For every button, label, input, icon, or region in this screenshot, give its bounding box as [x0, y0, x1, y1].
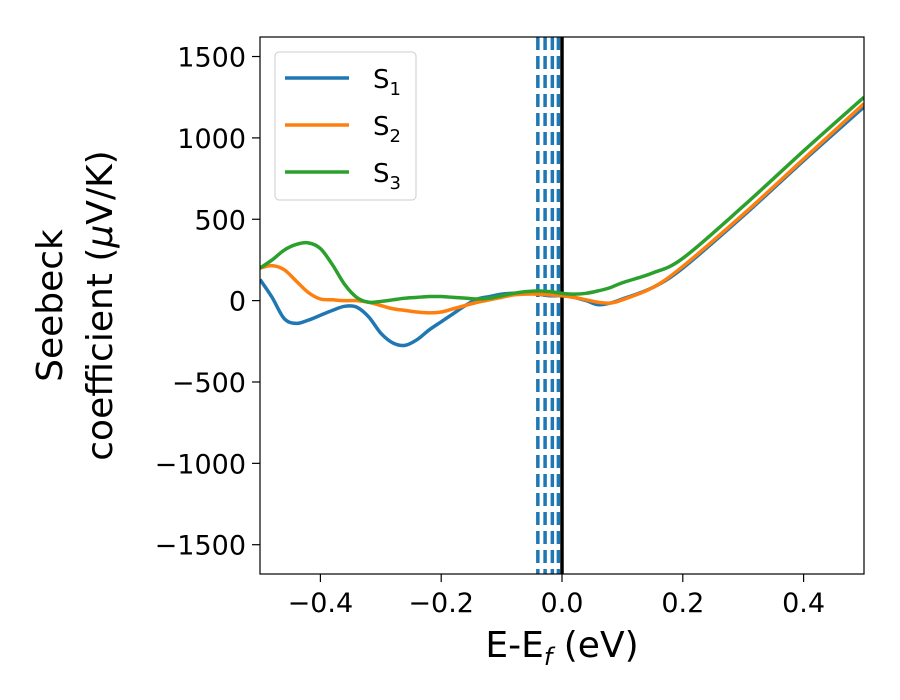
x-tick-label: −0.2: [408, 588, 474, 619]
legend-label-s1: S1: [373, 65, 401, 100]
y-axis-title: Seebeck coefficient (μV/K): [30, 150, 121, 460]
y-axis-title-line1: Seebeck: [30, 229, 71, 382]
y-tick-label: 0: [229, 287, 246, 318]
x-tick-label: 0.4: [782, 588, 825, 619]
y-tick-label: 1000: [177, 124, 246, 155]
legend-label-s3: S3: [373, 159, 401, 194]
y-axis: 1500 1000 500 0 −500 −1000 −1500: [155, 43, 260, 562]
y-tick-label: −1500: [155, 531, 246, 562]
y-axis-title-line2: coefficient (μV/K): [80, 150, 121, 460]
series-line-s2: [260, 102, 864, 315]
x-axis: −0.4 −0.2 0.0 0.2 0.4: [288, 574, 825, 619]
series-lines: [260, 95, 864, 348]
series-line-s3: [260, 95, 864, 305]
y-tick-label: −1000: [155, 449, 246, 480]
legend: S1 S2 S3: [274, 51, 417, 201]
x-tick-label: 0.0: [541, 588, 584, 619]
legend-label-s2: S2: [373, 112, 401, 147]
y-tick-label: 500: [194, 205, 246, 236]
y-tick-label: 1500: [177, 43, 246, 74]
x-axis-title: E-Ef (eV): [485, 625, 638, 671]
x-tick-label: −0.4: [288, 588, 354, 619]
x-tick-label: 0.2: [661, 588, 704, 619]
y-tick-label: −500: [172, 368, 246, 399]
vertical-reference-lines: [536, 37, 564, 574]
